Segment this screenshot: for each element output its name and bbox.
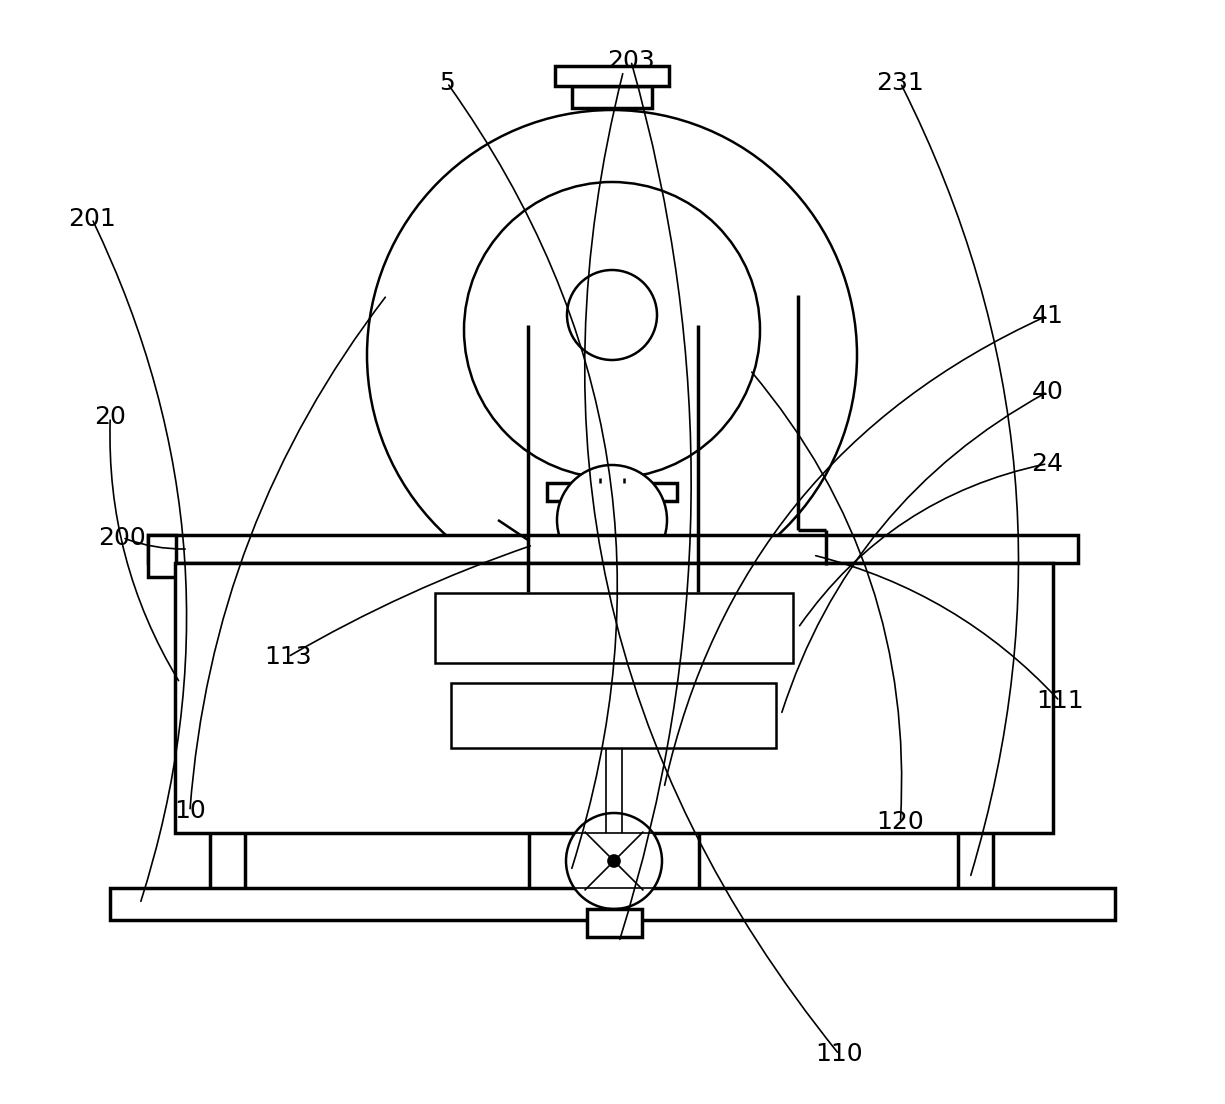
Text: 201: 201 (69, 206, 115, 231)
Text: 24: 24 (1031, 452, 1063, 476)
Text: 203: 203 (608, 49, 654, 73)
Text: 10: 10 (174, 799, 206, 824)
Text: 231: 231 (877, 71, 924, 95)
Circle shape (567, 270, 657, 360)
Bar (572, 86, 652, 108)
Bar (148, 535, 176, 577)
Text: 110: 110 (816, 1042, 862, 1066)
Bar (555, 66, 669, 86)
Bar (148, 535, 1078, 563)
Circle shape (557, 465, 666, 575)
Bar (175, 563, 1054, 834)
Text: 113: 113 (265, 645, 311, 669)
Circle shape (608, 854, 620, 867)
Circle shape (566, 813, 662, 909)
Text: 111: 111 (1036, 689, 1083, 713)
Bar (548, 484, 677, 501)
Bar (435, 593, 793, 664)
Text: 41: 41 (1031, 304, 1063, 328)
Bar (110, 888, 1115, 920)
Text: 20: 20 (94, 405, 126, 429)
Text: 200: 200 (99, 526, 146, 550)
Bar (587, 909, 642, 937)
Bar (451, 683, 775, 749)
Text: 5: 5 (440, 71, 454, 95)
Circle shape (464, 182, 760, 478)
Circle shape (368, 110, 858, 599)
Text: 40: 40 (1031, 380, 1063, 404)
Text: 120: 120 (877, 810, 924, 835)
